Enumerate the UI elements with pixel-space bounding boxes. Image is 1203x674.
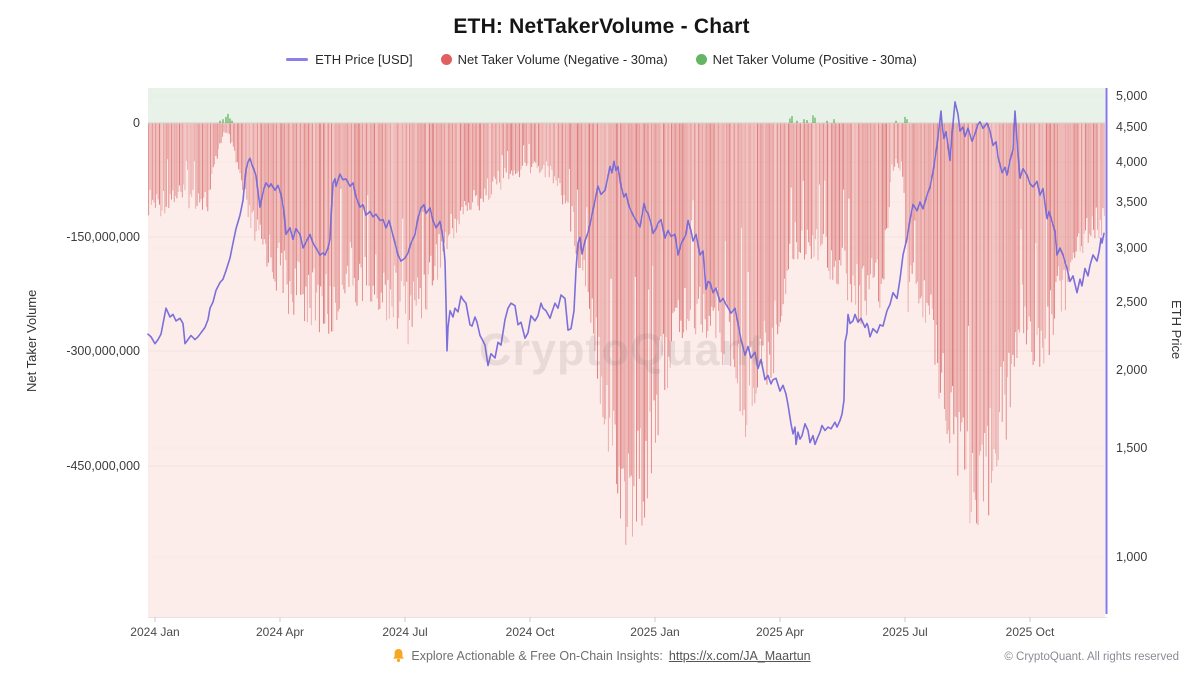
footer-promo-text: Explore Actionable & Free On-Chain Insig… xyxy=(411,648,663,663)
left-axis-tick-label: -150,000,000 xyxy=(66,230,140,244)
line-swatch-icon xyxy=(286,58,309,61)
right-axis-tick-label: 1,000 xyxy=(1116,550,1148,564)
x-axis-tick-label: 2024 Jul xyxy=(382,625,428,639)
legend-item-positive-volume[interactable]: Net Taker Volume (Positive - 30ma) xyxy=(695,52,917,67)
green-dot-icon xyxy=(695,54,707,65)
right-axis-tick-label: 5,000 xyxy=(1116,89,1148,103)
footer-link[interactable]: https://x.com/JA_Maartun xyxy=(668,648,811,663)
chart-legend: ETH Price [USD] Net Taker Volume (Negati… xyxy=(0,52,1203,67)
right-axis-tick-label: 4,000 xyxy=(1116,155,1148,169)
x-axis-tick-label: 2025 Jul xyxy=(882,625,928,639)
right-axis-tick-label: 3,500 xyxy=(1116,195,1148,209)
footer-promo: Explore Actionable & Free On-Chain Insig… xyxy=(0,648,1203,663)
right-axis-tick-label: 2,000 xyxy=(1116,363,1148,377)
right-axis-tick-label: 3,000 xyxy=(1116,241,1148,255)
x-axis-tick-label: 2024 Jan xyxy=(130,625,180,639)
x-axis-tick-label: 2024 Oct xyxy=(505,625,555,639)
x-axis-tick-label: 2025 Apr xyxy=(755,625,805,639)
x-axis-tick-label: 2025 Oct xyxy=(1005,625,1055,639)
right-axis-tick-label: 4,500 xyxy=(1116,120,1148,134)
x-axis-tick-label: 2025 Jan xyxy=(630,625,680,639)
legend-label: Net Taker Volume (Negative - 30ma) xyxy=(457,52,668,67)
legend-label: Net Taker Volume (Positive - 30ma) xyxy=(712,52,917,67)
red-dot-icon xyxy=(440,54,452,65)
page-title: ETH: NetTakerVolume - Chart xyxy=(453,15,750,38)
copyright: © CryptoQuant. All rights reserved xyxy=(1004,651,1179,663)
legend-item-negative-volume[interactable]: Net Taker Volume (Negative - 30ma) xyxy=(440,52,668,67)
right-axis-tick-label: 1,500 xyxy=(1116,441,1148,455)
legend-label: ETH Price [USD] xyxy=(315,52,413,67)
bell-icon xyxy=(393,649,405,662)
x-axis-tick-label: 2024 Apr xyxy=(255,625,305,639)
left-axis-tick-label: 0 xyxy=(133,116,140,130)
left-axis-tick-label: -450,000,000 xyxy=(66,459,140,473)
legend-item-eth-price[interactable]: ETH Price [USD] xyxy=(286,52,413,67)
right-axis-tick-label: 2,500 xyxy=(1116,295,1148,309)
left-axis-tick-label: -300,000,000 xyxy=(66,344,140,358)
